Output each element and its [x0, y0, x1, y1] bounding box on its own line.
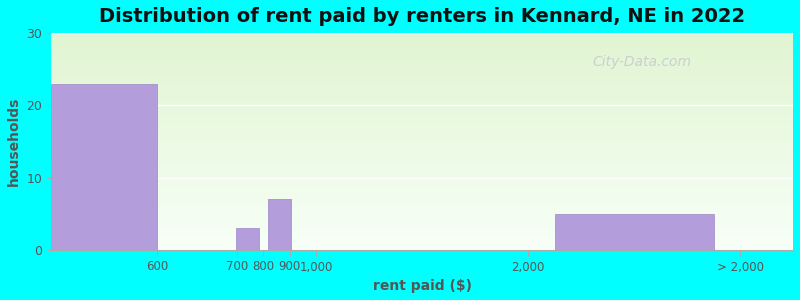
Y-axis label: households: households: [7, 97, 21, 186]
X-axis label: rent paid ($): rent paid ($): [373, 279, 472, 293]
Text: City-Data.com: City-Data.com: [593, 55, 692, 69]
Bar: [51, 84, 158, 250]
Bar: [236, 228, 259, 250]
Bar: [267, 200, 291, 250]
Title: Distribution of rent paid by renters in Kennard, NE in 2022: Distribution of rent paid by renters in …: [99, 7, 746, 26]
Bar: [554, 214, 714, 250]
